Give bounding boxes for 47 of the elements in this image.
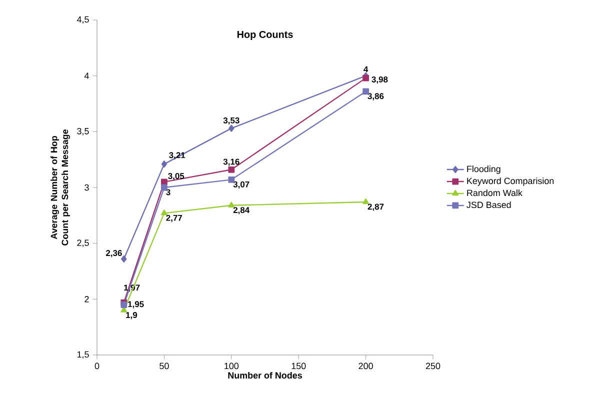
x-axis-title: Number of Nodes (228, 372, 302, 379)
x-tick-label: 100 (224, 362, 239, 370)
x-tick-label: 250 (426, 362, 440, 370)
data-label: 3,05 (168, 173, 184, 180)
point (228, 124, 234, 132)
legend-label: Random Walk (467, 189, 522, 196)
point (161, 184, 168, 191)
data-label: 2,84 (233, 207, 250, 214)
point (120, 302, 128, 308)
data-label: 1,9 (126, 312, 138, 320)
legend-label: Keyword Comparision (467, 178, 554, 186)
data-label: 3,07 (233, 181, 250, 189)
point (161, 160, 168, 168)
point (362, 74, 369, 82)
y-tick-label: 2 (84, 296, 89, 302)
point (228, 176, 235, 183)
data-label: 2,77 (166, 214, 182, 222)
point (362, 198, 369, 204)
point (362, 88, 369, 95)
x-tick-label: 200 (358, 362, 373, 370)
y-axis-title: Average Number of Hop Count per Search Message (50, 130, 70, 246)
y-tick-label: 1,5 (77, 351, 89, 359)
y-tick-label: 2,5 (77, 240, 89, 248)
data-label: 3 (166, 189, 170, 196)
y-tick-label: 3,5 (77, 128, 89, 136)
legend-label: JSD Based (466, 201, 511, 208)
point (228, 202, 235, 208)
x-tick-label: 150 (292, 362, 306, 370)
y-tick-label: 4 (84, 72, 89, 79)
data-label: 2,87 (368, 204, 384, 211)
y-tick-label: 4,5 (76, 16, 89, 24)
data-label: 3,53 (223, 117, 240, 125)
text: Hop Counts (237, 30, 293, 40)
data-label: 2,36 (106, 250, 122, 258)
data-label: 4 (364, 66, 368, 72)
point (228, 166, 235, 173)
point (121, 255, 127, 263)
data-label: 3,86 (368, 93, 384, 100)
data-label: 3,16 (223, 158, 240, 166)
x-tick-label: 0 (94, 362, 100, 370)
x-tick-label: 50 (160, 362, 169, 370)
data-label: 1,95 (128, 301, 144, 308)
point (161, 178, 168, 186)
data-label: 3,98 (372, 76, 388, 84)
point (161, 210, 168, 216)
legend-label: Flooding (467, 166, 500, 174)
y-tick-label: 3 (84, 184, 89, 191)
